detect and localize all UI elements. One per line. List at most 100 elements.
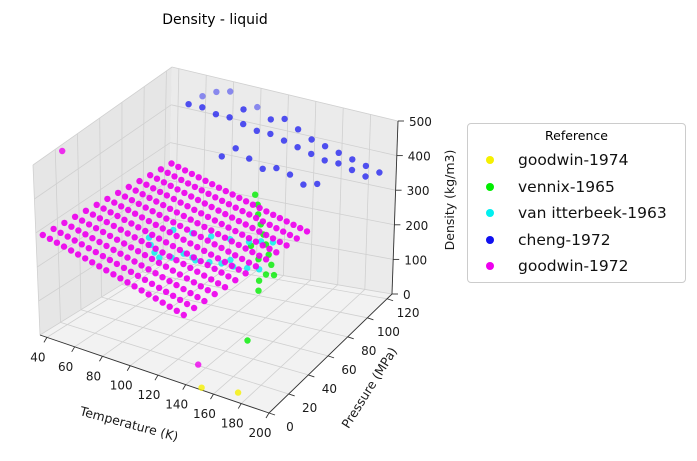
point-goodwin-1972 <box>125 206 132 214</box>
point-goodwin-1972 <box>106 232 114 240</box>
point-goodwin-1972 <box>173 232 180 240</box>
point-cheng-1972 <box>362 162 370 170</box>
point-cheng-1972 <box>308 150 315 158</box>
grid-x-floor <box>102 266 230 357</box>
point-goodwin-1972 <box>82 231 89 238</box>
point-goodwin-1972 <box>221 258 229 266</box>
point-goodwin-1972 <box>176 271 184 278</box>
point-goodwin-1972 <box>173 307 180 314</box>
z-tick-label: 0 <box>403 288 411 302</box>
x-tick-label: 80 <box>86 369 101 383</box>
point-goodwin-1972 <box>273 225 280 232</box>
point-goodwin-1972 <box>155 235 163 242</box>
point-goodwin-1972 <box>92 225 100 232</box>
point-goodwin-1972 <box>303 228 311 235</box>
grid-x-floor <box>185 279 311 385</box>
point-goodwin-1972 <box>198 187 205 194</box>
point-goodwin-1972 <box>184 203 191 210</box>
point-goodwin-1972 <box>46 235 54 242</box>
x-tick-label: 60 <box>58 360 73 374</box>
point-goodwin-1972 <box>89 211 97 218</box>
point-goodwin-1972 <box>152 221 159 228</box>
z-tick-label: 200 <box>405 219 428 233</box>
point-goodwin-1972 <box>228 238 235 245</box>
point-goodwin-1972 <box>61 219 68 227</box>
point-goodwin-1972 <box>131 234 138 241</box>
point-goodwin-1972 <box>194 220 201 227</box>
point-cheng-1972 <box>199 104 206 111</box>
point-goodwin-1972 <box>180 285 187 293</box>
x-tick-mark <box>265 412 270 419</box>
point-goodwin-1972 <box>147 172 154 179</box>
point-goodwin-1972 <box>59 147 66 155</box>
point-goodwin-1972 <box>191 206 198 213</box>
y-tick-mark <box>367 317 374 321</box>
point-cheng-1972 <box>348 166 356 174</box>
point-goodwin-1972 <box>183 300 191 308</box>
point-vennix-1965 <box>255 287 262 294</box>
point-goodwin-1972 <box>169 292 177 299</box>
point-goodwin-1972 <box>286 231 294 239</box>
point-cheng-1972 <box>335 160 342 167</box>
legend-marker <box>486 209 494 218</box>
point-goodwin-1972 <box>93 201 100 208</box>
point-goodwin-1972 <box>290 221 297 228</box>
point-goodwin-1972 <box>239 207 246 215</box>
point-goodwin-1972 <box>201 272 208 279</box>
point-goodwin-1972 <box>180 311 187 319</box>
point-goodwin-1972 <box>173 281 180 289</box>
point-goodwin-1972 <box>215 207 222 214</box>
point-goodwin-1972 <box>201 200 208 207</box>
point-cheng-1972 <box>240 120 247 128</box>
point-goodwin-1972 <box>152 245 159 252</box>
point-goodwin-1972 <box>197 258 204 265</box>
point-vennix-1965 <box>252 191 259 198</box>
point-goodwin-1972 <box>208 276 215 283</box>
point-goodwin-1972 <box>120 240 128 247</box>
axis-lines <box>39 120 404 419</box>
point-goodwin-1972 <box>211 217 219 224</box>
x-tick-label: 180 <box>221 417 244 431</box>
point-goodwin-1972 <box>197 283 204 290</box>
point-goodwin-1972 <box>85 221 93 228</box>
point-goodwin-1972 <box>214 230 222 238</box>
y-axis-line <box>268 293 393 414</box>
point-vennix-1965 <box>262 271 270 278</box>
point-cheng-1972 <box>199 93 206 100</box>
point-goodwin-1972 <box>276 214 284 222</box>
point-goodwin-1972 <box>168 160 175 167</box>
point-goodwin-1972 <box>139 191 146 198</box>
point-goodwin-1972 <box>252 238 260 245</box>
point-goodwin-1972 <box>194 243 201 251</box>
y-tick-mark <box>308 374 315 378</box>
point-goodwin-1972 <box>124 254 131 261</box>
point-goodwin-1972 <box>121 216 128 223</box>
point-goodwin-1972 <box>218 244 225 252</box>
point-goodwin-1972 <box>99 228 107 236</box>
point-goodwin-1972 <box>117 275 124 282</box>
y-tick-label: 60 <box>341 363 356 377</box>
legend-label: goodwin-1972 <box>518 257 629 276</box>
point-goodwin-1972 <box>67 247 75 254</box>
point-goodwin-1972 <box>148 255 156 263</box>
point-goodwin-1972 <box>177 199 184 206</box>
point-vennix-1965 <box>244 337 251 344</box>
point-goodwin-1972 <box>113 236 121 243</box>
point-goodwin-1972 <box>187 240 194 247</box>
point-goodwin-1972 <box>64 233 71 240</box>
point-goodwin-1972 <box>195 361 202 368</box>
point-goodwin-1972 <box>181 167 189 174</box>
point-cheng-1972 <box>232 145 239 152</box>
point-goodwin-1972 <box>134 272 142 279</box>
point-goodwin-1972 <box>222 210 229 218</box>
point-goodwin-1972 <box>225 224 232 231</box>
y-tick-label: 40 <box>322 382 337 396</box>
point-goodwin-1972 <box>125 183 132 191</box>
z-axis-line <box>391 120 399 295</box>
point-goodwin-1972 <box>141 276 149 283</box>
point-goodwin-1972 <box>221 284 229 291</box>
point-goodwin-1972 <box>283 218 290 225</box>
z-tick-label: 100 <box>404 253 427 267</box>
point-goodwin-1972 <box>117 250 124 257</box>
